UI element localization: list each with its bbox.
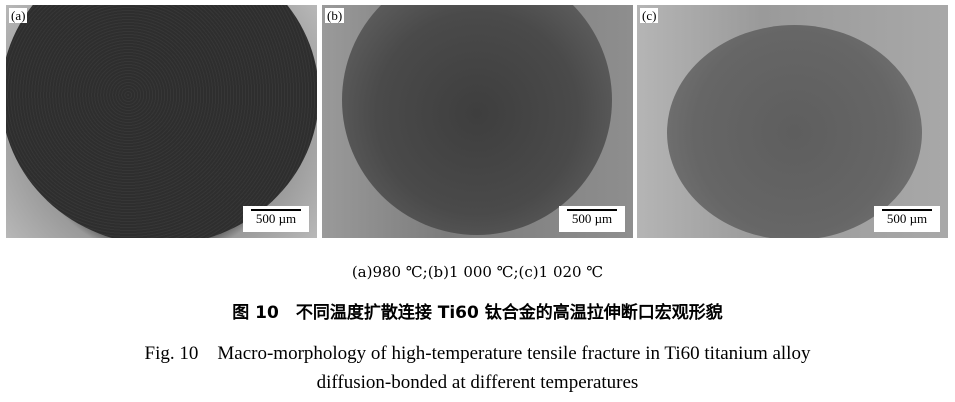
fracture-surface — [342, 5, 612, 235]
panel-label: (b) — [325, 8, 345, 23]
caption-cn: 图 10 不同温度扩散连接 Ti60 钛合金的高温拉伸断口宏观形貌 — [232, 303, 723, 323]
panel-label: (a) — [9, 8, 28, 23]
sem-image-b: (b) 500 µm — [322, 5, 633, 238]
scale-bar: 500 µm — [874, 206, 940, 232]
scale-bar: 500 µm — [243, 206, 309, 232]
fracture-surface — [6, 5, 317, 238]
caption-en-line2: diffusion-bonded at different temperatur… — [316, 372, 639, 393]
caption-en-line1: Fig. 10 Macro-morphology of high-tempera… — [144, 343, 811, 364]
panel-label: (c) — [640, 8, 659, 23]
scale-bar: 500 µm — [559, 206, 625, 232]
sem-image-a: (a) 500 µm — [6, 5, 317, 238]
subcaption: (a)980 ℃;(b)1 000 ℃;(c)1 020 ℃ — [351, 263, 604, 281]
sem-image-c: (c) 500 µm — [637, 5, 948, 238]
fracture-surface — [667, 25, 922, 238]
